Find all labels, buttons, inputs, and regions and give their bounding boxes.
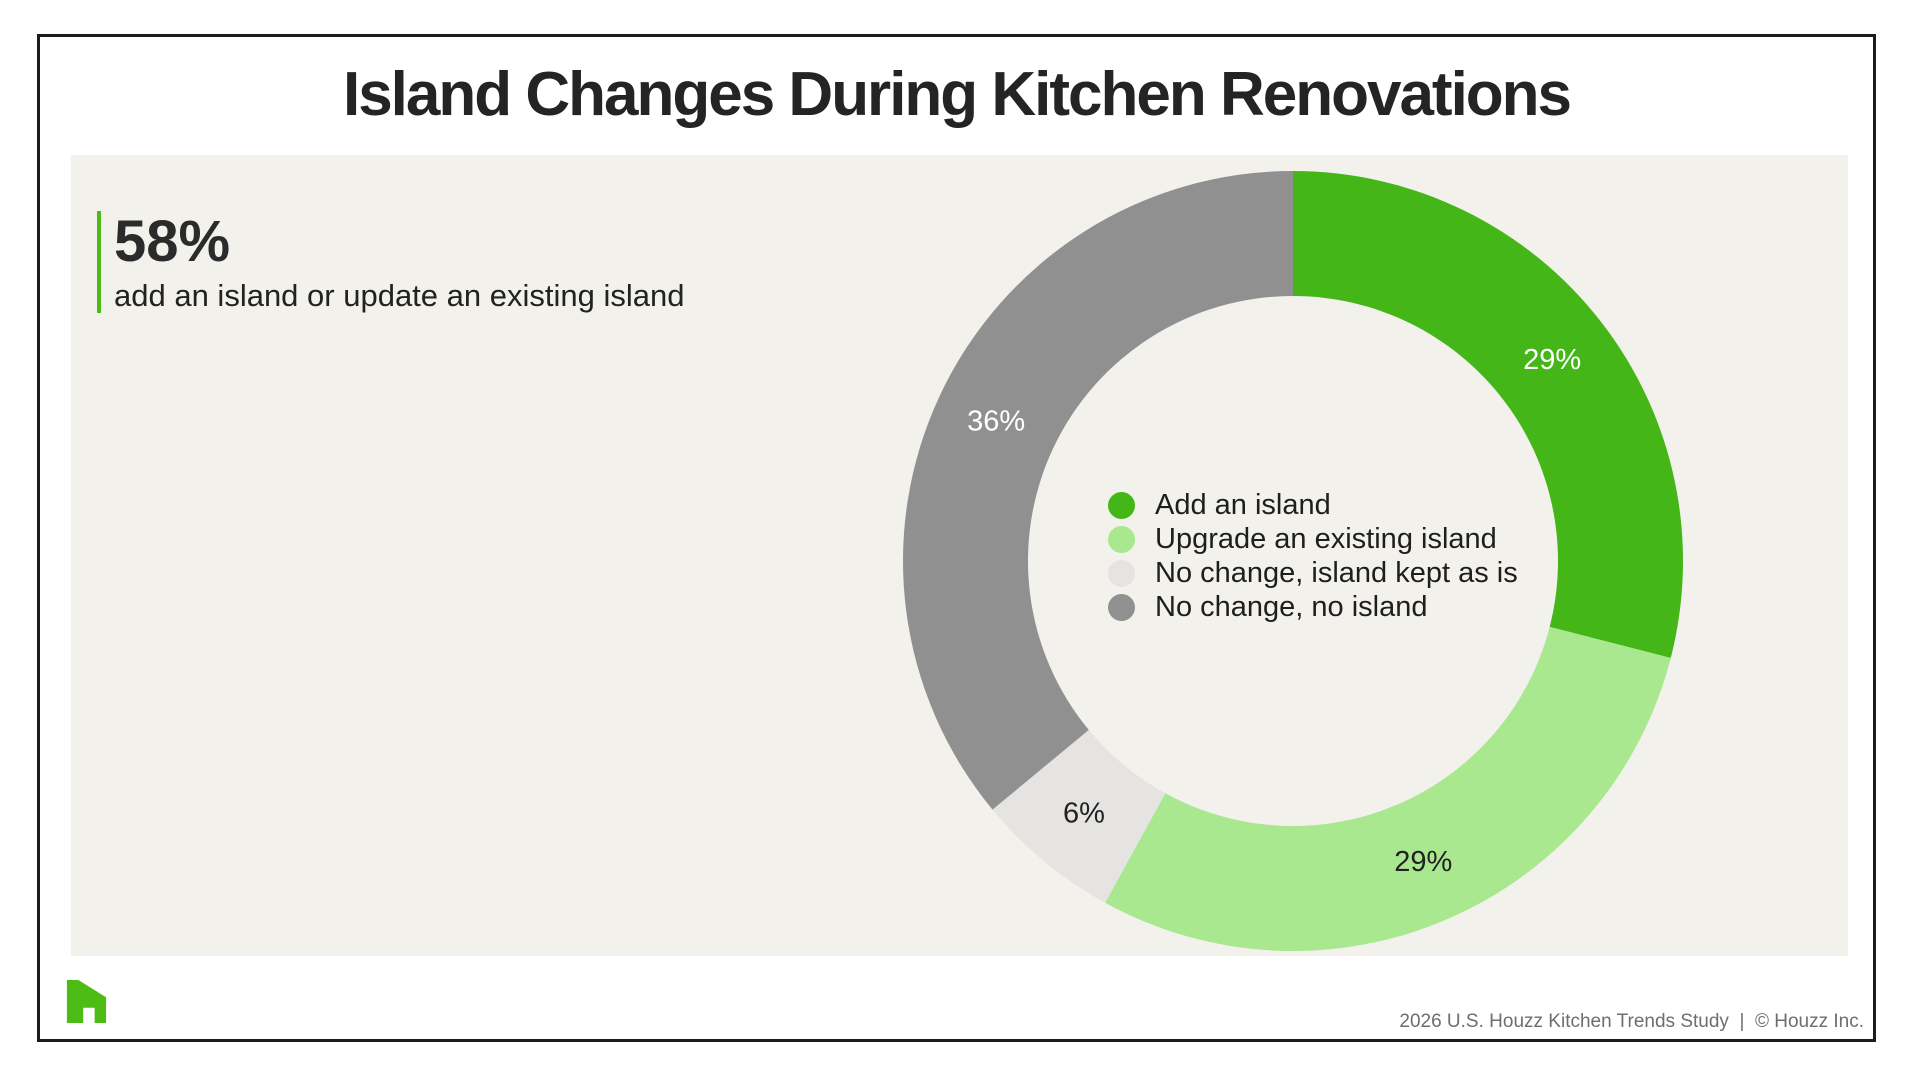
legend-dot — [1108, 491, 1135, 519]
slice-value-label-3: 36% — [967, 405, 1025, 437]
legend-item-2: No change, island kept as is — [1108, 556, 1518, 590]
donut-segment-2 — [992, 729, 1166, 903]
donut-segment-0 — [1293, 171, 1684, 658]
legend-label: Add an island — [1155, 488, 1331, 521]
stat-value: 58% — [114, 209, 231, 274]
footer-credit: 2026 U.S. Houzz Kitchen Trends Study | ©… — [1399, 1011, 1864, 1032]
legend-dot — [1108, 593, 1135, 621]
slice-value-label-1: 29% — [1394, 846, 1452, 878]
legend-item-3: No change, no island — [1108, 590, 1518, 624]
houzz-logo — [66, 980, 107, 1023]
page-title: Island Changes During Kitchen Renovation… — [342, 60, 1572, 129]
slide-frame: Island Changes During Kitchen Renovation… — [37, 34, 1876, 1042]
donut-segment-1 — [1105, 626, 1671, 951]
legend-label: No change, no island — [1155, 590, 1428, 623]
stat-callout: 58% add an island or update an existing … — [97, 209, 685, 314]
slice-value-label-0: 29% — [1523, 344, 1581, 376]
houzz-logo-shape — [66, 980, 107, 1023]
legend-label: No change, island kept as is — [1155, 556, 1518, 589]
chart-panel: 58% add an island or update an existing … — [71, 155, 1848, 956]
stat-description: add an island or update an existing isla… — [114, 277, 685, 313]
legend-dot — [1108, 525, 1135, 553]
slice-value-label-2: 6% — [1063, 798, 1105, 830]
legend-item-1: Upgrade an existing island — [1108, 522, 1518, 556]
legend-item-0: Add an island — [1108, 488, 1518, 522]
donut-legend: Add an island Upgrade an existing island N… — [1108, 488, 1518, 624]
legend-label: Upgrade an existing island — [1155, 522, 1497, 555]
legend-dot — [1108, 559, 1135, 587]
donut-chart: 29% 29% 6% 36% — [902, 171, 1684, 951]
donut-segment-3 — [902, 171, 1293, 810]
